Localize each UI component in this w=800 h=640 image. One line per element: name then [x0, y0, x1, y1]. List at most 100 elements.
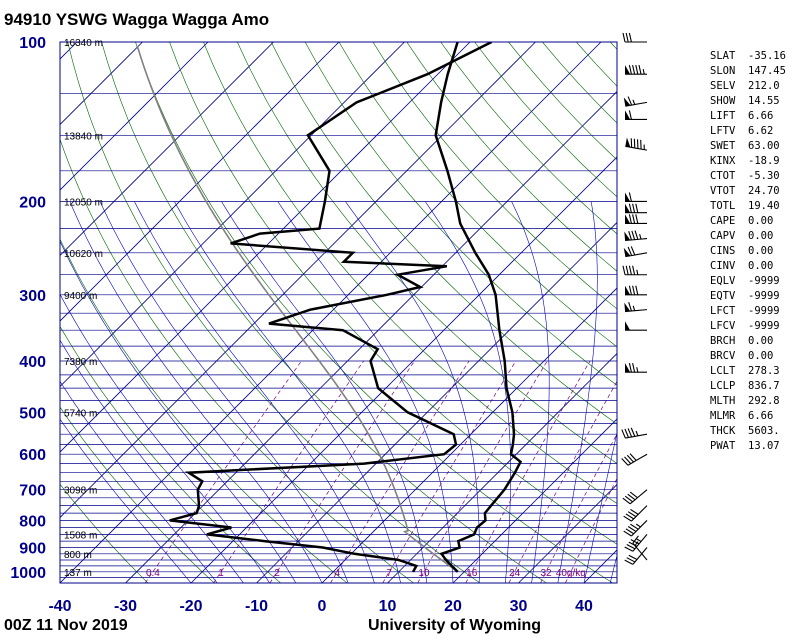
isotherm-line [60, 42, 536, 519]
pressure-tick-label: 400 [19, 354, 46, 371]
index-value: 0.00 [748, 230, 774, 242]
isotherm-line [518, 483, 617, 583]
dry-adiabat-line [372, 42, 617, 310]
sounding-profiles [169, 42, 523, 573]
wind-barb [622, 489, 648, 505]
index-value: 19.40 [748, 200, 780, 212]
height-label: 3098 m [64, 486, 97, 497]
height-labels: 16340 m 13840 m 12050 m 10620 m 9400 m 7380 m… [64, 38, 103, 579]
pressure-tick-label: 200 [19, 194, 46, 211]
isotherm-line [60, 42, 209, 191]
height-label: 137 m [64, 568, 92, 579]
pressure-tick-label: 600 [19, 447, 46, 464]
index-name: LIFT [710, 110, 736, 122]
index-row: SHOW 14.55 [710, 94, 786, 109]
wind-barb [623, 505, 648, 522]
mixing-ratio-label: 40g/kg [556, 568, 586, 579]
index-row: CAPE 0.00 [710, 214, 786, 229]
wind-barb [625, 285, 647, 296]
mixing-ratio-line [269, 360, 415, 583]
index-value: 6.62 [748, 125, 774, 137]
index-row: VTOT 24.70 [710, 184, 786, 199]
index-row: LIFT 6.66 [710, 109, 786, 124]
mixing-ratio-label: 1 [218, 568, 224, 579]
index-name: SLAT [710, 50, 736, 62]
height-label: 1508 m [64, 530, 97, 541]
index-value: 6.66 [748, 410, 774, 422]
index-name: EQTV [710, 290, 736, 302]
mixing-ratio-label: 24 [509, 568, 521, 579]
wind-barb [625, 65, 647, 75]
dry-adiabat-line [60, 325, 281, 583]
wind-barb [624, 547, 648, 565]
wind-barb [625, 203, 647, 214]
temperature-tick-label: -40 [48, 598, 71, 615]
wind-barb [624, 534, 648, 552]
moist-adiabat-line [221, 201, 428, 583]
index-name: MLTH [710, 395, 736, 407]
height-label: 10620 m [64, 249, 103, 260]
index-row: BRCV 0.00 [710, 349, 786, 364]
mixing-ratio-line [382, 360, 517, 583]
moist-adiabat-line [511, 201, 550, 583]
index-row: SLAT -35.16 [710, 49, 786, 64]
index-value: 836.7 [748, 380, 780, 392]
height-label: 5740 m [64, 408, 97, 419]
index-value: 292.8 [748, 395, 780, 407]
index-name: PWAT [710, 440, 736, 452]
index-value: 13.07 [748, 440, 780, 452]
wind-barbs [621, 32, 648, 565]
isotherm-line [60, 42, 143, 126]
temperature-tick-label: 10 [379, 598, 397, 615]
index-value: -9999 [748, 290, 780, 302]
index-name: LFCV [710, 320, 736, 332]
pressure-tick-label: 700 [19, 483, 46, 500]
index-name: SLON [710, 65, 736, 77]
index-name: LCLP [710, 380, 736, 392]
wind-barb [625, 321, 647, 331]
mixing-ratio-label: 7 [386, 568, 392, 579]
wind-barb [625, 363, 647, 373]
wind-barb [625, 214, 647, 224]
index-value: 0.00 [748, 215, 774, 227]
wind-barb [622, 32, 647, 43]
mixing-ratio-line [540, 433, 617, 583]
isotherm-line [60, 42, 602, 583]
index-name: KINX [710, 155, 736, 167]
isotherm-line [60, 42, 274, 257]
moist-adiabat-line [557, 201, 598, 583]
station-indices-panel: SLAT -35.16 SLON 147.45 SELV 212.0 SHOW 14.55 LI… [710, 49, 786, 454]
pressure-tick-label: 100 [19, 35, 46, 52]
dry-adiabat-line [60, 483, 149, 583]
index-name: CAPE [710, 215, 736, 227]
index-name: LCLT [710, 365, 736, 377]
index-value: 0.00 [748, 350, 774, 362]
index-value: -9999 [748, 305, 780, 317]
dewpoint-profile-line [169, 42, 493, 573]
height-label: 16340 m [64, 38, 103, 49]
mixing-ratio-label: 4 [334, 568, 340, 579]
wind-barb [623, 96, 648, 107]
isotherm-line [452, 418, 617, 583]
index-row: LCLT 278.3 [710, 364, 786, 379]
index-value: -18.9 [748, 155, 780, 167]
moist-adiabat-line [583, 431, 617, 583]
index-name: BRCH [710, 335, 736, 347]
temperature-tick-label: -30 [114, 598, 137, 615]
index-value: 278.3 [748, 365, 780, 377]
index-row: MLMR 6.66 [710, 409, 786, 424]
index-name: SHOW [710, 95, 736, 107]
height-label: 13840 m [64, 131, 103, 142]
index-name: CTOT [710, 170, 736, 182]
index-row: LFCV -9999 [710, 319, 786, 334]
index-row: SLON 147.45 [710, 64, 786, 79]
index-row: CINS 0.00 [710, 244, 786, 259]
index-name: SELV [710, 80, 736, 92]
index-name: LFTV [710, 125, 736, 137]
pressure-tick-label: 900 [19, 541, 46, 558]
wind-barb [625, 137, 648, 151]
dry-adiabat-line [338, 42, 617, 348]
mixing-ratio-line [144, 360, 302, 583]
wind-barb [632, 535, 648, 561]
